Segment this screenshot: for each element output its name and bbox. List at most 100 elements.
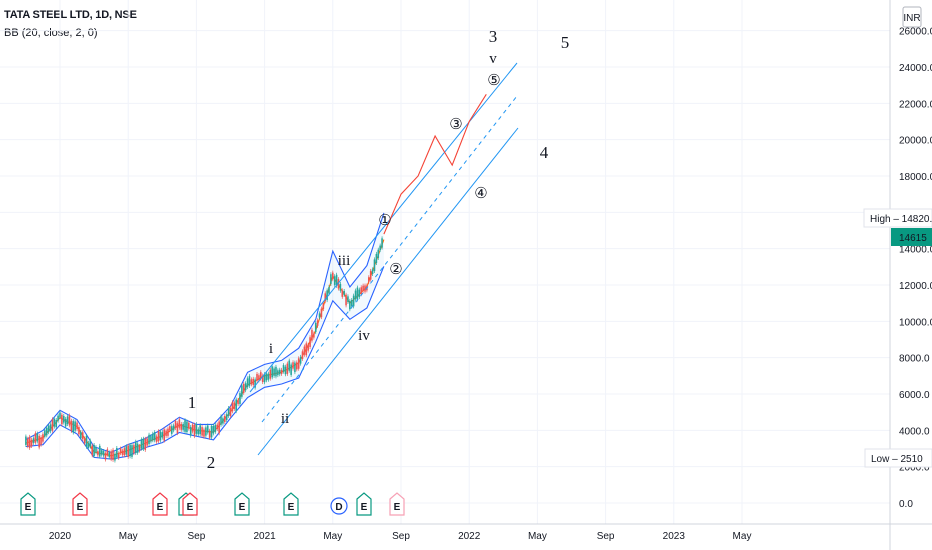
grid-lines bbox=[0, 0, 890, 524]
candle-body bbox=[267, 373, 270, 380]
candle-body bbox=[106, 449, 109, 455]
event-marker[interactable]: E bbox=[356, 492, 372, 516]
candle-body bbox=[339, 283, 342, 291]
event-marker[interactable]: E bbox=[182, 492, 198, 516]
candle-body bbox=[318, 313, 321, 318]
x-tick-label: May bbox=[323, 531, 342, 542]
candle-body bbox=[119, 448, 122, 454]
candle-body bbox=[320, 308, 323, 318]
wave-label-circled: ① bbox=[378, 213, 391, 229]
candle-body bbox=[280, 369, 283, 374]
candle-body bbox=[309, 337, 311, 348]
earnings-marker-icon bbox=[182, 492, 198, 516]
candle-body bbox=[271, 366, 273, 378]
candle-body bbox=[303, 346, 306, 355]
y-tick-label: 2000.0 bbox=[899, 463, 930, 474]
event-marker-label: E bbox=[361, 502, 368, 513]
event-marker[interactable]: E bbox=[152, 492, 168, 516]
candle-body bbox=[176, 423, 179, 434]
candle-body bbox=[102, 451, 105, 456]
candle-body bbox=[224, 415, 226, 422]
candle-body bbox=[242, 383, 245, 393]
candle-body bbox=[51, 419, 54, 431]
candle-body bbox=[121, 450, 124, 455]
candle-body bbox=[45, 427, 48, 436]
last-price-tag bbox=[891, 228, 932, 246]
indicator-legend[interactable]: BB (20, close, 2, 0) bbox=[4, 27, 98, 39]
x-tick-label: 2021 bbox=[253, 531, 276, 542]
y-tick-label: 14000.0 bbox=[899, 245, 932, 256]
candle-body bbox=[25, 436, 27, 445]
y-tick-label: 24000.0 bbox=[899, 63, 932, 74]
candle-body bbox=[301, 351, 304, 359]
candle-body bbox=[148, 434, 150, 444]
candle-body bbox=[49, 424, 52, 432]
event-marker-label: E bbox=[157, 502, 164, 513]
candle-body bbox=[180, 423, 183, 430]
candle-body bbox=[233, 402, 236, 409]
candle-body bbox=[296, 362, 298, 370]
elliott-projection-line bbox=[383, 94, 487, 235]
candle-body bbox=[159, 431, 162, 441]
event-marker[interactable]: D bbox=[330, 497, 348, 515]
candle-body bbox=[127, 445, 129, 457]
candle-body bbox=[83, 438, 86, 444]
candle-body bbox=[98, 445, 101, 457]
candle-body bbox=[299, 356, 302, 364]
candle-body bbox=[246, 378, 249, 388]
event-marker[interactable]: E bbox=[72, 492, 88, 516]
candle-body bbox=[87, 442, 90, 448]
candle-body bbox=[263, 374, 266, 383]
candle-body bbox=[93, 445, 95, 456]
candle-body bbox=[131, 445, 133, 457]
candle-body bbox=[125, 446, 128, 455]
earnings-marker-icon bbox=[152, 492, 168, 516]
candle-body bbox=[343, 290, 345, 295]
elliott-channel bbox=[249, 62, 519, 456]
candle-body bbox=[241, 385, 243, 397]
last-price-label: 14615 bbox=[899, 233, 927, 244]
candle-body bbox=[153, 432, 156, 441]
event-marker[interactable]: E bbox=[234, 492, 250, 516]
y-tick-label: 6000.0 bbox=[899, 390, 930, 401]
candle-body bbox=[364, 285, 366, 292]
candle-body bbox=[150, 436, 152, 442]
candle-body bbox=[44, 430, 46, 437]
candle-body bbox=[47, 425, 50, 433]
x-tick-label: May bbox=[119, 531, 138, 542]
candle-body bbox=[307, 344, 309, 351]
candle-body bbox=[254, 379, 256, 388]
candle-body bbox=[220, 416, 222, 425]
candle-body bbox=[95, 447, 97, 453]
event-marker[interactable]: E bbox=[20, 492, 36, 516]
high-tag bbox=[863, 208, 932, 228]
candle-body bbox=[116, 448, 118, 458]
low-label: Low – 2510 bbox=[871, 454, 923, 465]
candle-body bbox=[26, 438, 29, 447]
candle-body bbox=[345, 294, 347, 306]
x-tick-label: Sep bbox=[392, 531, 410, 542]
candle-body bbox=[214, 425, 217, 432]
event-marker[interactable]: E bbox=[283, 492, 299, 516]
candle-body bbox=[284, 366, 287, 375]
candle-body bbox=[375, 253, 378, 263]
candle-body bbox=[328, 287, 330, 294]
candle-body bbox=[250, 379, 253, 385]
candle-body bbox=[161, 432, 164, 438]
bollinger-bands bbox=[25, 212, 385, 460]
symbol-title: TATA STEEL LTD, 1D, NSE bbox=[4, 9, 137, 21]
candle-body bbox=[341, 290, 344, 297]
candle-body bbox=[108, 452, 111, 458]
event-marker[interactable]: E bbox=[389, 492, 405, 516]
bb-basis bbox=[25, 239, 385, 457]
candle-body bbox=[40, 437, 42, 445]
event-marker-label: E bbox=[288, 502, 295, 513]
candle-body bbox=[227, 407, 230, 416]
candle-body bbox=[258, 375, 260, 381]
candle-body bbox=[78, 427, 80, 435]
x-tick-label: Sep bbox=[597, 531, 615, 542]
candle-body bbox=[237, 400, 239, 405]
candle-body bbox=[349, 300, 351, 310]
candle-body bbox=[218, 421, 220, 434]
